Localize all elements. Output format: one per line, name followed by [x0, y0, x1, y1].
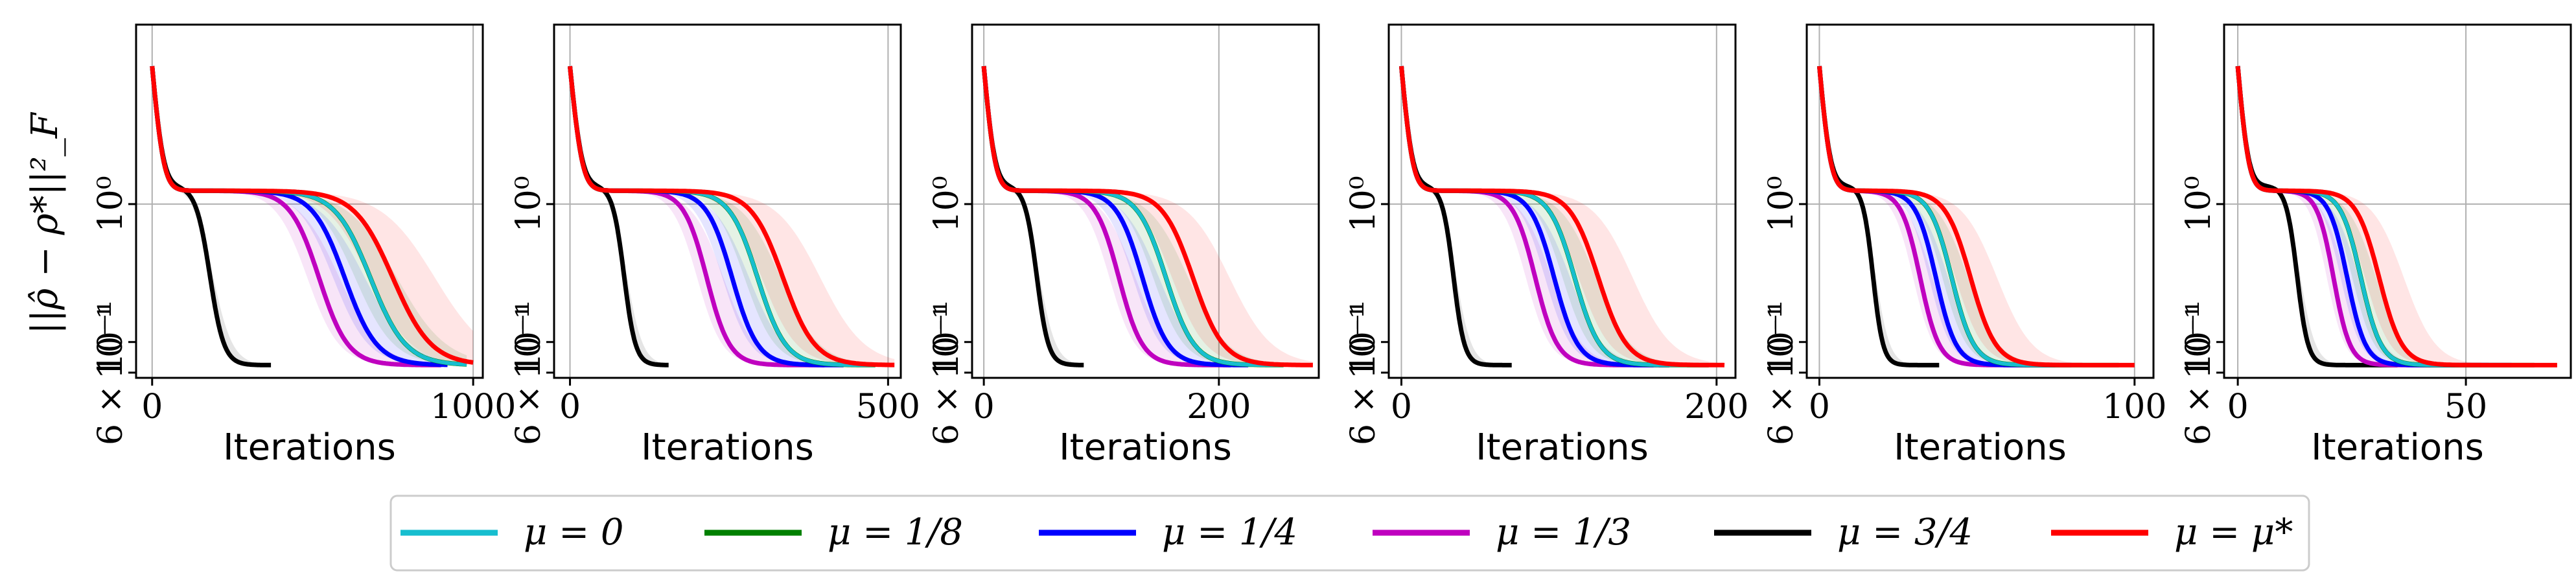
band-mu_3_4 [1401, 66, 1512, 366]
y-tick-label: 10⁰ [509, 176, 548, 232]
axes-frame [135, 23, 484, 379]
panel-6: 0 50 10⁰ 10⁻¹6 × 10⁻¹ Iterations [2179, 23, 2572, 469]
x-tick-label: 200 [1684, 388, 1748, 426]
x-axis-label: Iterations [1059, 426, 1232, 469]
panel-5: 0 100 10⁰ 10⁻¹6 × 10⁻¹ Iterations [1762, 23, 2166, 469]
y-tick-label: 10⁰ [1762, 176, 1801, 232]
band-mu_3_4 [1819, 66, 1940, 366]
x-tick-label: 0 [559, 388, 581, 426]
x-tick-label: 500 [856, 388, 920, 426]
legend-label: μ = 1/3 [1496, 511, 1631, 553]
panel-1: 0 1000 10⁰ 10⁻¹6 × 10⁻¹ Iterations [91, 23, 516, 469]
panel-2: 0 500 10⁰ 10⁻¹6 × 10⁻¹ Iterations [509, 23, 920, 469]
y-tick-label: 10⁰ [91, 176, 130, 232]
band-mu_star [1401, 66, 1724, 366]
axes-frame [1805, 23, 2155, 379]
panel-3: 0 200 10⁰ 10⁻¹6 × 10⁻¹ Iterations [927, 23, 1320, 469]
legend-entry-mu_3_4: μ = 3/4 [1714, 511, 1973, 553]
x-tick-label: 0 [1809, 388, 1830, 426]
legend-label: μ = 1/8 [828, 511, 963, 553]
axes-frame [553, 23, 902, 379]
y-tick-label: 6 × 10⁻¹ [1762, 300, 1801, 445]
band-mu_1_8 [1401, 66, 1709, 366]
y-tick-label: 10⁰ [2179, 176, 2218, 232]
line-mu_3_4 [568, 65, 671, 367]
x-axis-label: Iterations [223, 426, 396, 469]
legend-label: μ = μ* [2174, 511, 2293, 553]
x-axis-label: Iterations [1894, 426, 2067, 469]
legend-box [389, 495, 2310, 572]
band-mu_star [2238, 66, 2557, 366]
line-mu_star [1399, 65, 1726, 367]
band-mu_star [984, 66, 1313, 366]
y-tick-label: 10⁻¹ [1762, 305, 1801, 379]
y-tick-label: 10⁰ [1344, 176, 1383, 232]
band-mu_1_3 [1819, 66, 2056, 366]
band-mu_1_8 [1819, 66, 2119, 366]
x-axis-label: Iterations [641, 426, 814, 469]
line-mu_star [568, 65, 896, 367]
y-tick-label: 6 × 10⁻¹ [509, 300, 548, 445]
legend-entry-mu_1_4: μ = 1/4 [1039, 511, 1297, 553]
y-tick-label: 6 × 10⁻¹ [927, 300, 966, 445]
band-mu_1_8 [152, 66, 467, 365]
x-tick-label: 1000 [430, 388, 516, 426]
x-tick-label: 0 [973, 388, 995, 426]
y-tick-label: 10⁻¹ [927, 305, 966, 379]
band-mu_3_4 [984, 66, 1084, 366]
band-mu_1_3 [152, 66, 441, 366]
band-mu_1_8 [570, 66, 876, 366]
legend-label: μ = 0 [524, 511, 624, 553]
x-tick-label: 0 [141, 388, 163, 426]
band-mu_star [152, 66, 474, 364]
x-axis-label: Iterations [1476, 426, 1649, 469]
x-tick-label: 50 [2444, 388, 2487, 426]
legend-entry-mu_0: μ = 0 [400, 511, 624, 553]
y-tick-label: 6 × 10⁻¹ [91, 300, 130, 445]
band-mu_3_4 [570, 66, 669, 366]
y-tick-label: 6 × 10⁻¹ [1344, 300, 1383, 445]
legend: μ = 0 μ = 1/8 μ = 1/4 μ = 1/3 μ = 3/4 μ = μ* [389, 495, 2310, 572]
panel-4: 0 200 10⁰ 10⁻¹6 × 10⁻¹ Iterations [1344, 23, 1748, 469]
x-tick-label: 0 [2227, 388, 2249, 426]
legend-label: μ = 1/4 [1162, 511, 1297, 553]
y-tick-label: 6 × 10⁻¹ [2179, 300, 2218, 445]
x-tick-label: 200 [1187, 388, 1251, 426]
band-mu_1_8 [984, 66, 1284, 366]
band-mu_1_4 [1819, 66, 2072, 366]
line-mu_star [150, 65, 474, 365]
axes-frame [971, 23, 1320, 379]
x-axis-label: Iterations [2311, 426, 2484, 469]
legend-entry-mu_1_8: μ = 1/8 [704, 511, 963, 553]
band-mu_3_4 [152, 66, 272, 366]
line-mu_star [981, 65, 1314, 367]
legend-entry-mu_star: μ = μ* [2051, 511, 2293, 553]
line-mu_3_4 [150, 65, 273, 367]
x-tick-label: 0 [1391, 388, 1412, 426]
axes-frame [2223, 23, 2572, 379]
x-tick-label: 100 [2102, 388, 2166, 426]
line-mu_star [2235, 65, 2559, 367]
axes-frame [1387, 23, 1737, 379]
y-axis-label: ||ρ̂ − ρ*||²_F [24, 111, 66, 334]
band-mu_1_4 [984, 66, 1249, 366]
y-tick-label: 10⁻¹ [509, 305, 548, 379]
line-mu_star [1817, 65, 2136, 367]
line-mu_3_4 [981, 65, 1086, 367]
y-tick-label: 10⁻¹ [91, 305, 130, 379]
y-tick-label: 10⁻¹ [1344, 305, 1383, 379]
y-tick-label: 10⁻¹ [2179, 305, 2218, 379]
y-tick-label: 10⁰ [927, 176, 966, 232]
legend-label: μ = 3/4 [1837, 511, 1973, 553]
line-mu_3_4 [1399, 65, 1514, 367]
legend-entry-mu_1_3: μ = 1/3 [1373, 511, 1631, 553]
